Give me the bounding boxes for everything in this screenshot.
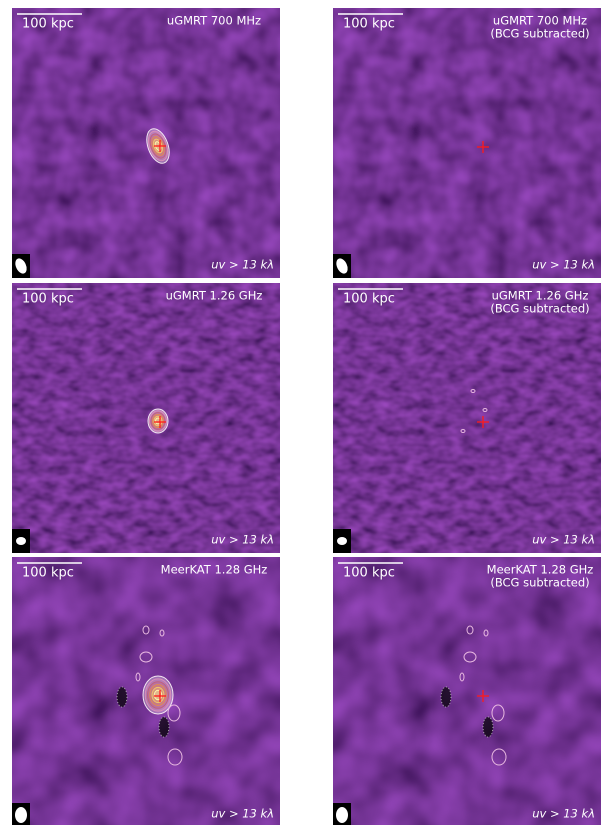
- scale-label: 100 kpc: [343, 566, 395, 581]
- panel-subtitle: (BCG subtracted): [490, 576, 589, 590]
- beam: [337, 537, 347, 545]
- uv-cut-label: uv > 13 kλ: [211, 258, 274, 272]
- scale-label: 100 kpc: [343, 17, 395, 32]
- negative-contour: [117, 687, 127, 707]
- panel-subtitle: (BCG subtracted): [490, 27, 589, 41]
- panel-title: uGMRT 700 MHz: [167, 14, 261, 28]
- scale-label: 100 kpc: [343, 292, 395, 307]
- image-panel: 100 kpc MeerKAT 1.28 GHz(BCG subtracted) u…: [333, 557, 601, 825]
- radio-image: [333, 283, 601, 553]
- radio-image: [12, 283, 280, 553]
- uv-cut-label: uv > 13 kλ: [211, 533, 274, 547]
- uv-cut-label: uv > 13 kλ: [532, 533, 595, 547]
- radio-image: [333, 8, 601, 278]
- panel-title: uGMRT 1.26 GHz: [166, 289, 263, 303]
- uv-cut-label: uv > 13 kλ: [532, 807, 595, 821]
- panel-title: MeerKAT 1.28 GHz: [487, 563, 594, 577]
- figure: 100 kpc uGMRT 700 MHz uv > 13 kλ 100 kpc uGM…: [0, 0, 601, 825]
- beam: [336, 807, 348, 823]
- image-panel: 100 kpc uGMRT 1.26 GHz(BCG subtracted) uv …: [333, 283, 601, 553]
- negative-contour: [483, 717, 493, 737]
- panel-title: MeerKAT 1.28 GHz: [161, 563, 268, 577]
- image-panel: 100 kpc uGMRT 700 MHz(BCG subtracted) uv >…: [333, 8, 601, 278]
- beam: [15, 807, 27, 823]
- negative-contour: [441, 687, 451, 707]
- scale-label: 100 kpc: [22, 17, 74, 32]
- radio-image: [12, 8, 280, 278]
- radio-image: [333, 557, 601, 825]
- panel-subtitle: (BCG subtracted): [490, 302, 589, 316]
- uv-cut-label: uv > 13 kλ: [532, 258, 595, 272]
- image-panel: 100 kpc uGMRT 700 MHz uv > 13 kλ: [12, 8, 280, 278]
- scale-label: 100 kpc: [22, 566, 74, 581]
- panel-title: uGMRT 1.26 GHz: [492, 289, 589, 303]
- negative-contour: [159, 717, 169, 737]
- image-panel: 100 kpc uGMRT 1.26 GHz uv > 13 kλ: [12, 283, 280, 553]
- panel-title: uGMRT 700 MHz: [493, 14, 587, 28]
- image-panel: 100 kpc MeerKAT 1.28 GHz uv > 13 kλ: [12, 557, 280, 825]
- scale-label: 100 kpc: [22, 292, 74, 307]
- beam: [16, 537, 26, 545]
- uv-cut-label: uv > 13 kλ: [211, 807, 274, 821]
